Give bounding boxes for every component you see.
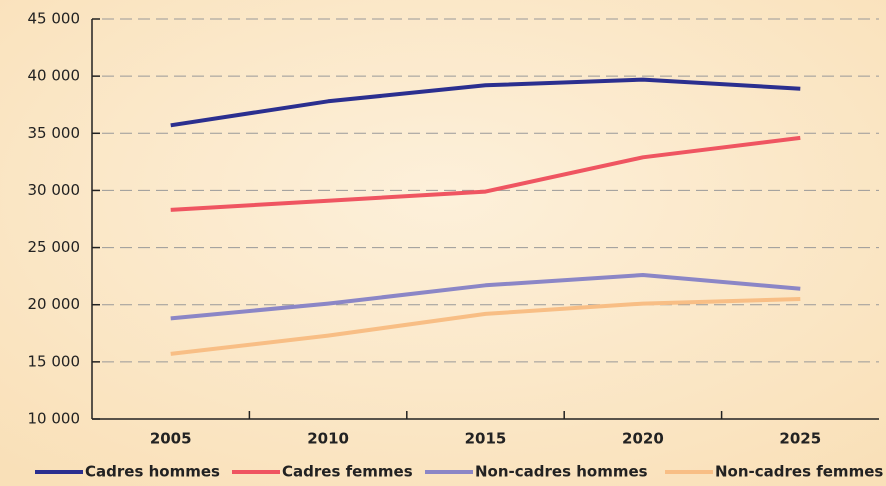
y-tick-label: 20 000	[28, 295, 81, 313]
y-tick-label: 10 000	[28, 410, 81, 428]
y-tick-label: 25 000	[28, 238, 81, 256]
legend-label: Non-cadres hommes	[475, 463, 648, 481]
series-line	[170, 77, 801, 128]
legend-label: Cadres hommes	[85, 463, 220, 481]
y-tick-label: 35 000	[28, 124, 81, 142]
series-line	[170, 297, 801, 356]
x-tick-label: 2025	[779, 430, 821, 448]
x-tick-label: 2010	[307, 430, 349, 448]
x-tick-label: 2015	[465, 430, 507, 448]
x-tick-label: 2020	[622, 430, 664, 448]
y-tick-label: 45 000	[28, 10, 81, 28]
y-tick-label: 15 000	[28, 352, 81, 370]
series-line	[170, 273, 801, 321]
y-tick-label: 40 000	[28, 67, 81, 85]
series-line	[170, 135, 801, 212]
y-tick-label: 30 000	[28, 181, 81, 199]
legend-label: Non-cadres femmes	[715, 463, 883, 481]
x-tick-label: 2005	[150, 430, 192, 448]
legend-label: Cadres femmes	[282, 463, 413, 481]
